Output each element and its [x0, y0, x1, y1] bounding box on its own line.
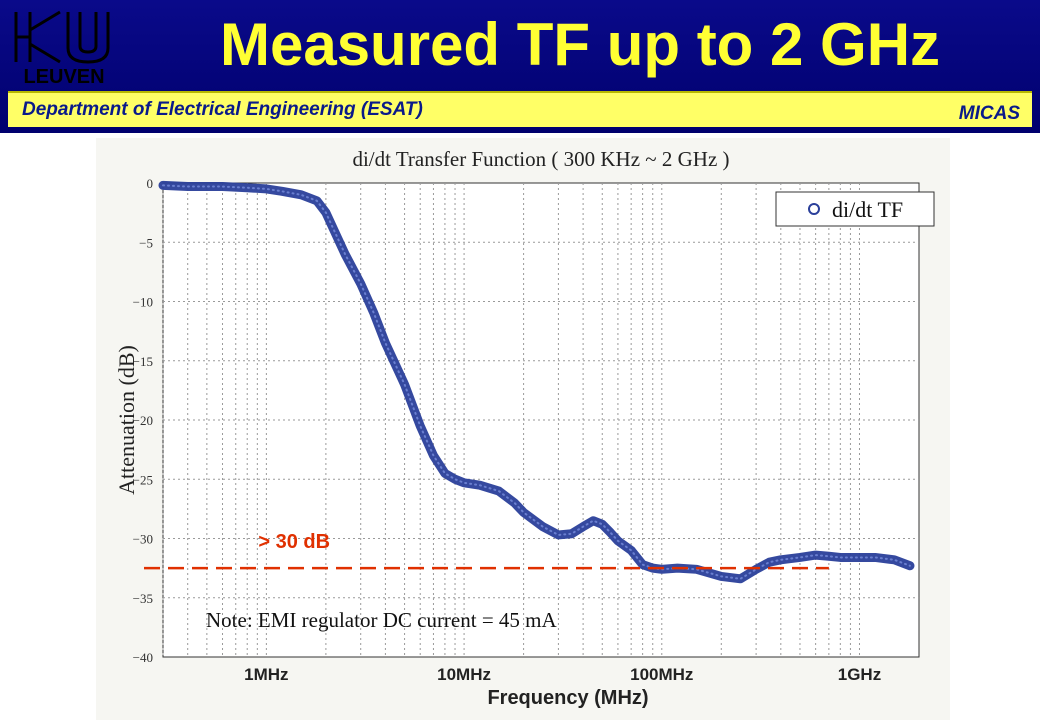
x-tick-label: 1MHz	[244, 665, 288, 684]
grid-lines	[162, 183, 919, 657]
group-label: MICAS	[958, 103, 1020, 124]
slide-header: LEUVEN Measured TF up to 2 GHz Departmen…	[0, 0, 1040, 133]
x-tick-label: 10MHz	[437, 665, 491, 684]
y-tick-label: −15	[133, 354, 153, 369]
chart-title: di/dt Transfer Function ( 300 KHz ~ 2 GH…	[352, 147, 729, 171]
logo-text: LEUVEN	[23, 66, 105, 88]
series-marker-texture	[162, 184, 911, 580]
y-axis-label: Attenuation (dB)	[114, 345, 139, 495]
legend: di/dt TF	[775, 191, 935, 227]
y-tick-label: −40	[133, 650, 153, 665]
series-layer	[158, 180, 915, 584]
y-tick-label: −25	[133, 472, 153, 487]
ku-leuven-logo: LEUVEN	[8, 6, 120, 88]
department-label: Department of Electrical Engineering (ES…	[22, 99, 423, 120]
y-tick-label: −20	[133, 413, 153, 428]
department-bar: Department of Electrical Engineering (ES…	[8, 91, 1032, 127]
y-tick-label: −10	[133, 295, 153, 310]
attenuation-chart: 0 −5 −10 −15 −20 −25 −30 −35 −40 1MHz 10MHz 100MHz…	[114, 147, 935, 709]
x-axis-label: Frequency (MHz)	[487, 687, 648, 709]
plot-background	[162, 182, 920, 658]
legend-marker	[808, 203, 820, 215]
slide-title: Measured TF up to 2 GHz	[219, 11, 941, 78]
ku-logo-mark	[14, 10, 110, 64]
y-tick-label: −5	[139, 235, 153, 250]
chart-figure: 0 −5 −10 −15 −20 −25 −30 −35 −40 1MHz 10MHz 100MHz…	[96, 138, 950, 720]
y-axis-ticks: 0 −5 −10 −15 −20 −25 −30 −35 −40	[133, 176, 153, 665]
legend-box	[775, 191, 935, 227]
x-axis-ticks: 1MHz 10MHz 100MHz 1GHz	[244, 665, 881, 684]
note-annotation: Note: EMI regulator DC current = 45 mA	[206, 608, 558, 632]
x-tick-label: 100MHz	[630, 665, 693, 684]
threshold-label: > 30 dB	[258, 531, 330, 553]
y-tick-label: −30	[133, 532, 153, 547]
x-tick-label: 1GHz	[838, 665, 881, 684]
y-tick-label: 0	[147, 176, 154, 191]
y-tick-label: −35	[133, 591, 153, 606]
legend-entry: di/dt TF	[832, 197, 903, 222]
